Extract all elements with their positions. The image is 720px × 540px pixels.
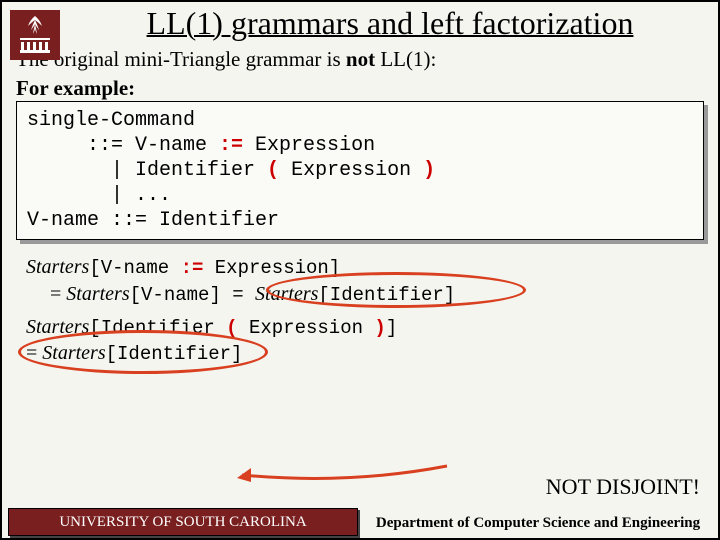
footer: UNIVERSITY OF SOUTH CAROLINA Department … bbox=[2, 508, 718, 538]
subtitle-not: not bbox=[346, 47, 375, 71]
arrow-annotation bbox=[237, 450, 467, 490]
example-label: For example: bbox=[16, 76, 704, 101]
starters-block: Starters[V-name := Expression] = Starter… bbox=[26, 254, 698, 367]
starters-line: = Starters[Identifier] bbox=[26, 340, 698, 367]
footer-university: UNIVERSITY OF SOUTH CAROLINA bbox=[8, 508, 358, 536]
subtitle: The original mini-Triangle grammar is no… bbox=[16, 47, 704, 72]
subtitle-pre: The original mini-Triangle grammar is bbox=[16, 47, 346, 71]
grammar-box: single-Command ::= V-name := Expression … bbox=[16, 101, 704, 240]
grammar-line: | ... bbox=[27, 183, 693, 208]
starters-line: Starters[V-name := Expression] bbox=[26, 254, 698, 281]
slide-title: LL(1) grammars and left factorization bbox=[2, 2, 718, 41]
grammar-line: | Identifier ( Expression ) bbox=[27, 158, 693, 183]
grammar-line: ::= V-name := Expression bbox=[27, 133, 693, 158]
starters-line: = Starters[V-name] = Starters[Identifier… bbox=[26, 281, 698, 308]
subtitle-post: LL(1): bbox=[375, 47, 436, 71]
starters-line: Starters[Identifier ( Expression )] bbox=[26, 314, 698, 341]
footer-department: Department of Computer Science and Engin… bbox=[358, 508, 718, 538]
grammar-line: single-Command bbox=[27, 108, 693, 133]
grammar-line: V-name ::= Identifier bbox=[27, 208, 693, 233]
not-disjoint-label: NOT DISJOINT! bbox=[546, 474, 700, 500]
university-logo bbox=[10, 10, 60, 60]
